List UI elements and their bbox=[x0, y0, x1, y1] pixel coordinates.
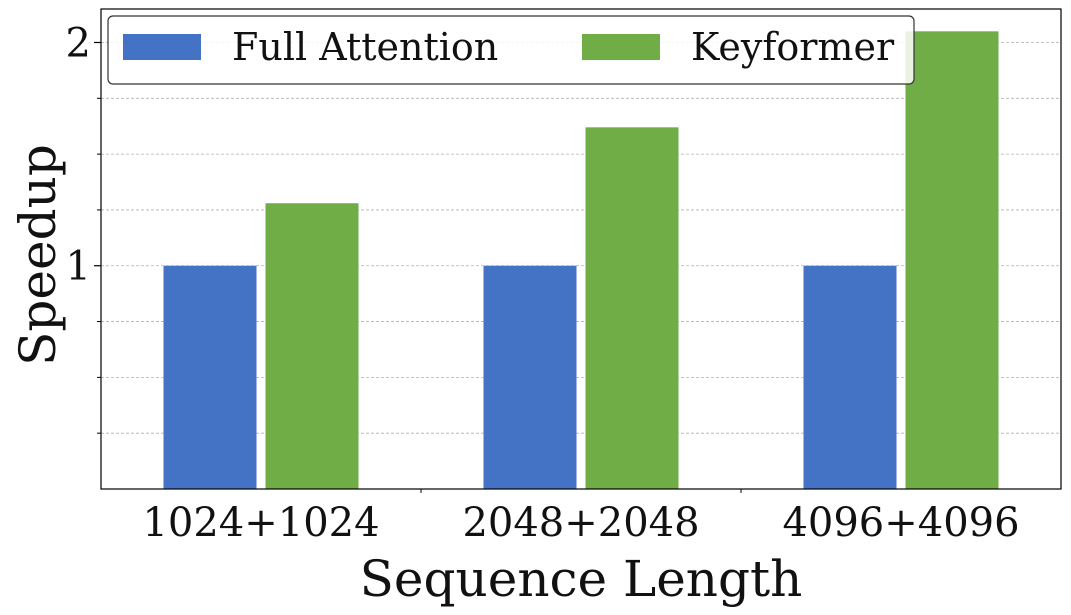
x-tick-label: 2048+2048 bbox=[462, 500, 699, 546]
bar-keyformer-2 bbox=[585, 127, 679, 489]
bar-full-attention-1 bbox=[163, 265, 257, 489]
legend-label-keyformer: Keyformer bbox=[691, 25, 895, 69]
legend-box bbox=[107, 15, 915, 85]
y-tick-label: 2 bbox=[66, 20, 91, 66]
x-tick-label: 1024+1024 bbox=[142, 500, 379, 546]
bar-full-attention-3 bbox=[803, 265, 897, 489]
axis-ticks: 1 2 1024+1024 2048+2048 4096+4096 bbox=[66, 20, 1020, 546]
plot-frame bbox=[100, 8, 1062, 490]
bars bbox=[163, 31, 999, 490]
legend-swatch-full-attention bbox=[123, 34, 201, 60]
bar-keyformer-3 bbox=[905, 31, 999, 489]
y-axis-title: Speedup bbox=[9, 144, 67, 366]
bar-keyformer-1 bbox=[265, 203, 359, 490]
y-tick-label: 1 bbox=[66, 244, 91, 290]
x-axis-title: Sequence Length bbox=[360, 550, 803, 608]
bar-full-attention-2 bbox=[483, 265, 577, 489]
x-tick-label: 4096+4096 bbox=[782, 500, 1019, 546]
legend-swatch-keyformer bbox=[582, 34, 660, 60]
legend: Full Attention Keyformer bbox=[107, 15, 915, 85]
legend-label-full-attention: Full Attention bbox=[232, 25, 498, 69]
